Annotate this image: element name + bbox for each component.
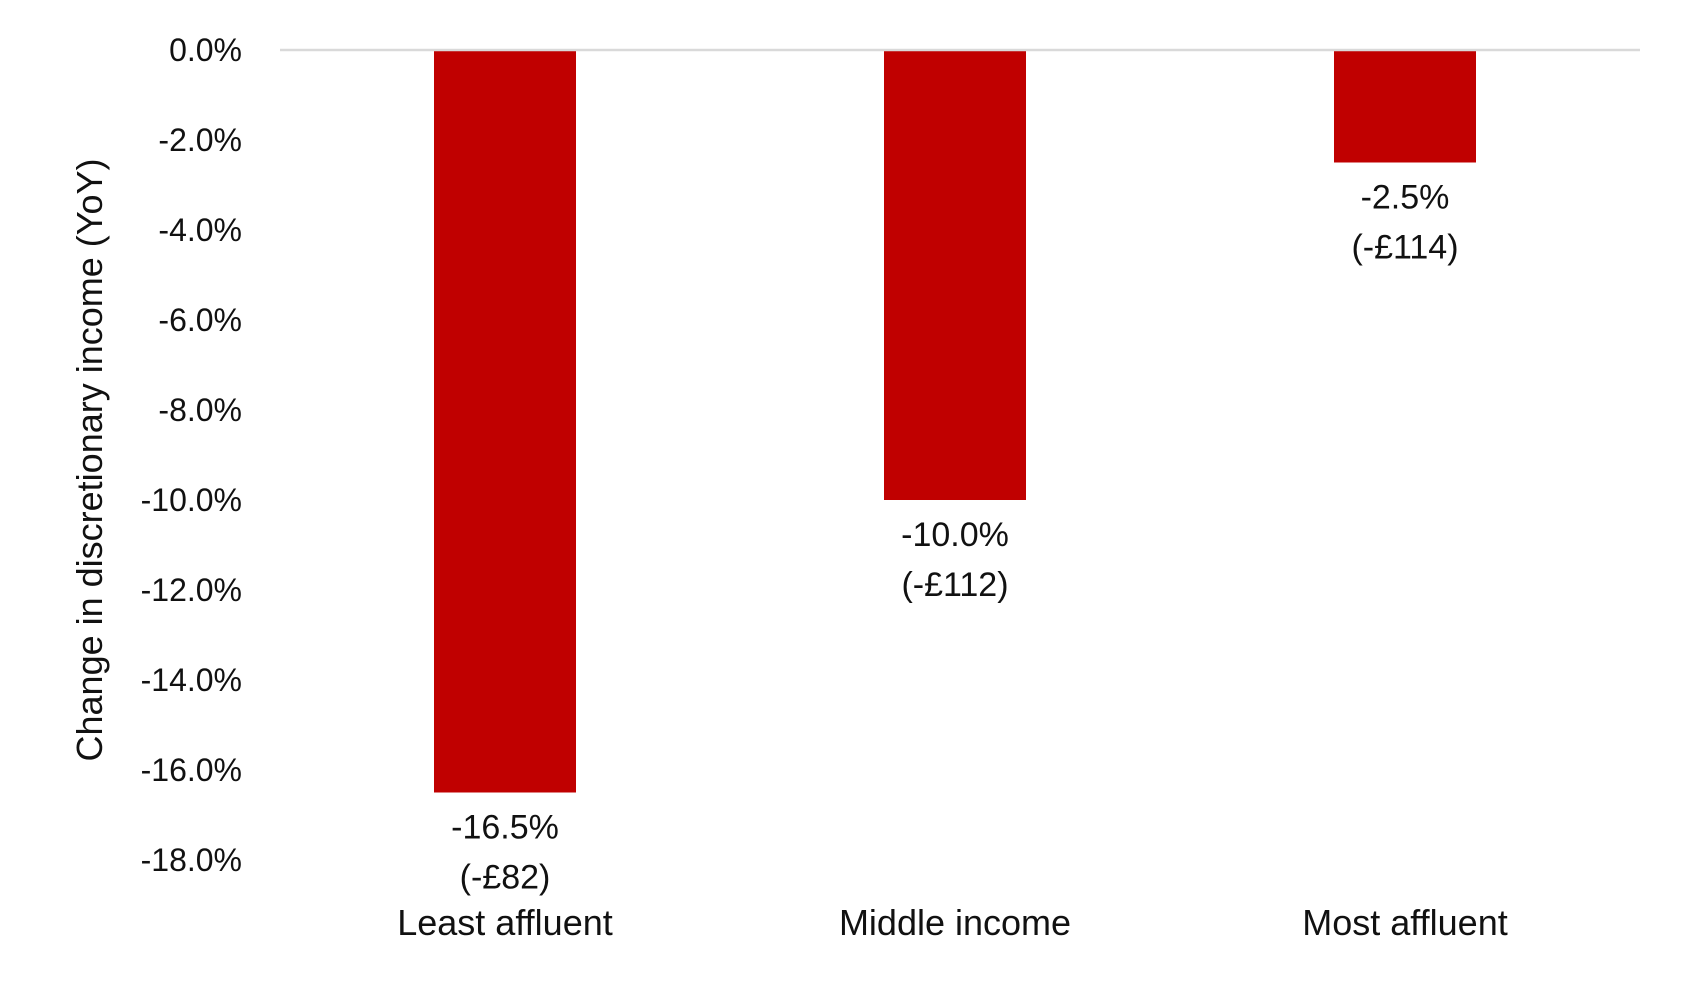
x-category-label: Most affluent — [1302, 902, 1507, 943]
y-tick-label: -18.0% — [141, 842, 242, 878]
bar-least-affluent — [434, 50, 576, 793]
y-tick-label: -6.0% — [158, 302, 242, 338]
data-labels-layer: -16.5% (-£82) -10.0% (-£112) -2.5% (-£114) — [451, 179, 1458, 897]
x-category-label: Middle income — [839, 902, 1071, 943]
y-tick-label: -12.0% — [141, 572, 242, 608]
bars-layer — [434, 50, 1476, 793]
x-category-label: Least affluent — [397, 902, 613, 943]
data-label-percent: -2.5% — [1361, 179, 1450, 217]
y-tick-label: -16.0% — [141, 752, 242, 788]
data-label-amount: (-£112) — [901, 566, 1008, 604]
y-tick-label: -10.0% — [141, 482, 242, 518]
y-axis-ticks: 0.0% -2.0% -4.0% -6.0% -8.0% -10.0% -12.0% -14.… — [141, 32, 242, 878]
y-tick-label: -14.0% — [141, 662, 242, 698]
y-tick-label: 0.0% — [169, 32, 242, 68]
data-label-amount: (-£82) — [460, 859, 551, 897]
bar-most-affluent — [1334, 50, 1476, 163]
x-axis-categories: Least affluent Middle income Most affluent — [397, 902, 1507, 943]
bar-middle-income — [884, 50, 1026, 500]
y-tick-label: -2.0% — [158, 122, 242, 158]
data-label-amount: (-£114) — [1351, 229, 1458, 267]
y-tick-label: -4.0% — [158, 212, 242, 248]
data-label-percent: -10.0% — [901, 516, 1009, 554]
y-axis-title: Change in discretionary income (YoY) — [69, 159, 110, 762]
y-tick-label: -8.0% — [158, 392, 242, 428]
data-label-percent: -16.5% — [451, 809, 559, 847]
